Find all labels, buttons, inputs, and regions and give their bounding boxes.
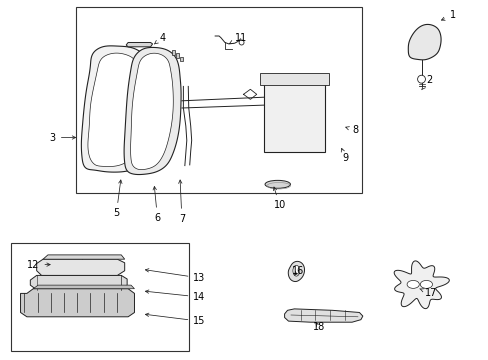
Polygon shape (124, 48, 181, 175)
Text: 6: 6 (153, 186, 160, 223)
Polygon shape (88, 53, 141, 167)
Polygon shape (393, 261, 448, 309)
Polygon shape (81, 46, 155, 172)
Polygon shape (130, 53, 173, 170)
Polygon shape (30, 275, 127, 290)
Text: 17: 17 (419, 288, 437, 298)
Text: 12: 12 (27, 260, 50, 270)
Text: 7: 7 (178, 180, 184, 224)
Polygon shape (33, 285, 134, 289)
Ellipse shape (292, 265, 299, 276)
Polygon shape (288, 261, 304, 282)
Ellipse shape (417, 75, 425, 83)
Bar (76, 7, 361, 193)
Polygon shape (43, 255, 124, 259)
Text: 14: 14 (145, 290, 205, 302)
Text: 13: 13 (145, 269, 205, 283)
Text: 8: 8 (345, 125, 357, 135)
Text: 18: 18 (312, 322, 325, 332)
Text: 16: 16 (291, 266, 304, 276)
Ellipse shape (419, 280, 432, 288)
Text: 11: 11 (229, 33, 246, 44)
Polygon shape (37, 259, 124, 275)
Polygon shape (20, 289, 134, 317)
Text: 15: 15 (145, 313, 205, 326)
Text: 1: 1 (441, 10, 455, 20)
Polygon shape (407, 24, 440, 60)
Text: 3: 3 (50, 132, 76, 143)
Polygon shape (126, 42, 152, 47)
Ellipse shape (264, 180, 290, 188)
Ellipse shape (406, 280, 418, 288)
Text: 4: 4 (154, 33, 165, 44)
Text: 9: 9 (341, 148, 347, 163)
Polygon shape (284, 309, 362, 322)
Bar (11, 243, 189, 351)
Bar (180, 57, 183, 61)
Bar (176, 53, 179, 58)
Text: 2: 2 (421, 75, 431, 90)
Bar (172, 50, 175, 55)
Ellipse shape (239, 40, 244, 45)
Bar (260, 73, 328, 85)
Text: 10: 10 (273, 187, 285, 210)
Bar (264, 82, 325, 152)
Text: 5: 5 (113, 180, 122, 218)
